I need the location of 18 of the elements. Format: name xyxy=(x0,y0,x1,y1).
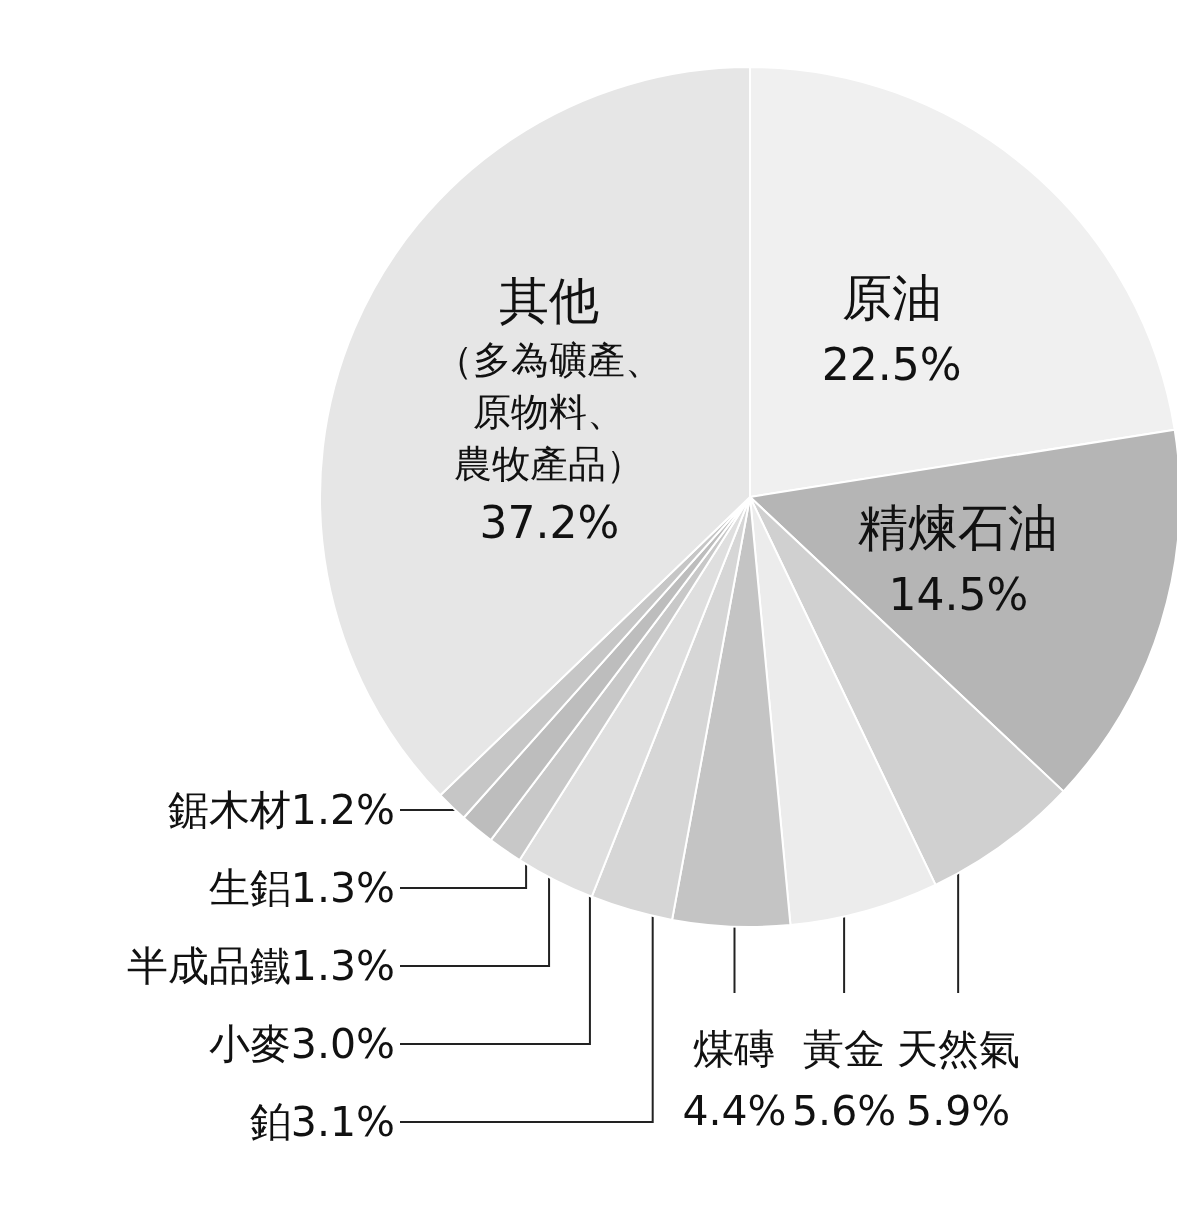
slice-label: 黃金 xyxy=(803,1025,886,1073)
text: （多為礦產、原物料、農牧產品） xyxy=(435,337,664,486)
slice-label: 原油 xyxy=(841,269,942,328)
slice-label: 小麥3.0% xyxy=(208,1020,395,1068)
data-label: 4.4% xyxy=(682,1087,787,1135)
data-label: 22.5% xyxy=(821,338,962,390)
slice-label: 精煉石油 xyxy=(858,499,1059,558)
data-label: 5.9% xyxy=(906,1087,1011,1135)
data-label: 14.5% xyxy=(888,568,1029,620)
slice-label: 煤磚 xyxy=(693,1025,776,1073)
slice-label: 其他 xyxy=(499,271,600,330)
data-label: 5.6% xyxy=(792,1087,897,1135)
data-label: 37.2% xyxy=(479,497,620,549)
slice-label: 半成品鐵1.3% xyxy=(126,942,395,990)
slice-label: 天然氣 xyxy=(896,1025,1020,1073)
slice-label: 鉑3.1% xyxy=(249,1098,395,1146)
slice-label: 生鋁1.3% xyxy=(208,864,395,912)
slice-label: 鋸木材1.2% xyxy=(167,786,395,834)
